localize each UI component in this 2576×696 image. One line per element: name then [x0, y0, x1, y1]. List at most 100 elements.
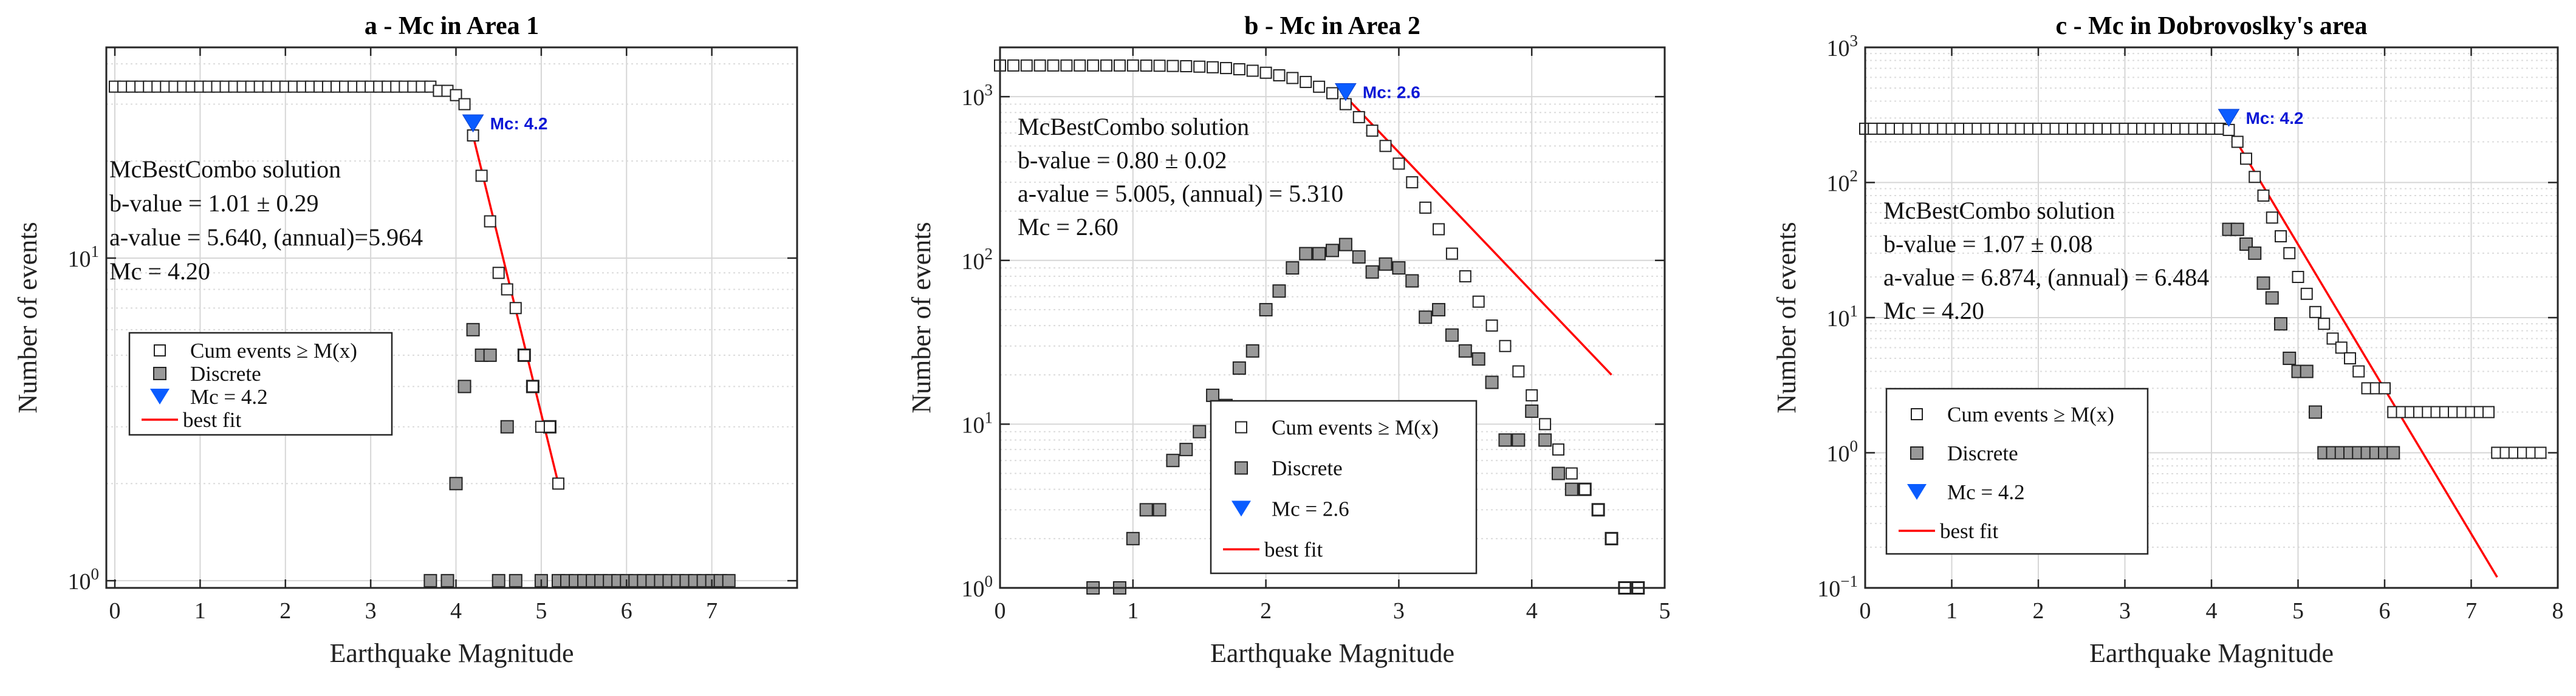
cumulative-point	[1126, 59, 1139, 72]
discrete-point	[1525, 404, 1539, 418]
cumulative-point	[501, 283, 513, 296]
discrete-point	[2256, 276, 2270, 290]
x-tick-label: 3	[1393, 598, 1405, 624]
discrete-point	[722, 574, 736, 588]
y-axis-label: Number of events	[13, 222, 43, 413]
y-tick-exponent: 1	[985, 408, 993, 426]
y-tick-base: 10	[1827, 306, 1850, 332]
discrete-point	[1272, 284, 1286, 298]
cumulative-point	[509, 302, 522, 315]
y-tick-label: 101	[1827, 302, 1858, 332]
cumulative-point	[1565, 467, 1578, 480]
discrete-point	[457, 380, 471, 394]
x-tick-label: 4	[1526, 598, 1538, 624]
discrete-point	[1259, 302, 1273, 316]
y-axis-label: Number of events	[906, 222, 936, 413]
cumulative-point	[1047, 59, 1060, 72]
x-tick-label: 6	[2379, 598, 2391, 624]
mc-marker	[1334, 83, 1357, 101]
discrete-point	[1286, 261, 1300, 275]
best-fit-line	[2227, 128, 2498, 578]
y-tick-exponent: −1	[1840, 572, 1858, 590]
cumulative-point	[1499, 339, 1512, 352]
cumulative-point	[475, 169, 488, 182]
cumulative-point	[1485, 319, 1498, 332]
x-axis-label: Earthquake Magnitude	[330, 638, 574, 668]
cumulative-point	[1140, 59, 1153, 72]
legend-mc-swatch	[1231, 500, 1251, 517]
cumulative-point	[1273, 69, 1286, 82]
cumulative-point	[1193, 60, 1206, 73]
annotation-line: a-value = 6.874, (annual) = 6.484	[1883, 264, 2209, 291]
discrete-point	[1179, 443, 1193, 457]
y-tick-base: 10	[962, 412, 985, 438]
cumulative-point	[1246, 64, 1259, 77]
discrete-point	[2230, 222, 2244, 236]
cumulative-point	[1539, 418, 1552, 431]
x-tick-label: 8	[2552, 598, 2564, 624]
cumulative-point	[1259, 66, 1272, 79]
y-tick-label: 102	[962, 245, 993, 275]
cumulative-point	[526, 380, 539, 393]
cumulative-point	[1166, 60, 1179, 72]
discrete-point	[423, 574, 437, 588]
x-tick-label: 4	[2206, 598, 2218, 624]
cumulative-point	[1392, 157, 1405, 170]
y-tick-base: 10	[1817, 576, 1840, 602]
x-axis-label: Earthquake Magnitude	[1210, 638, 1454, 668]
y-tick-label: 103	[962, 81, 993, 111]
cumulative-point	[2249, 171, 2261, 183]
discrete-point	[1206, 388, 1220, 402]
x-tick-label: 2	[1260, 598, 1272, 624]
cumulative-point	[1233, 63, 1245, 76]
discrete-point	[1312, 247, 1326, 261]
cumulative-point	[1207, 61, 1219, 73]
cumulative-point	[2309, 305, 2321, 318]
x-tick-label: 0	[995, 598, 1006, 624]
legend-cum-swatch	[1911, 408, 1923, 420]
x-axis-label: Earthquake Magnitude	[2089, 638, 2334, 668]
y-tick-base: 10	[962, 85, 985, 111]
x-tick-label: 2	[279, 598, 291, 624]
legend-box	[1210, 400, 1478, 575]
cumulative-point	[1605, 532, 1618, 545]
legend-mc-swatch	[150, 389, 170, 404]
legend-cum-swatch	[154, 344, 166, 357]
discrete-point	[1352, 250, 1366, 264]
annotation-line: Mc = 4.20	[109, 258, 210, 285]
y-tick-label: 101	[962, 408, 993, 438]
cumulative-point	[2300, 287, 2313, 300]
cumulative-point	[1578, 483, 1591, 496]
legend-box	[128, 332, 393, 436]
discrete-point	[483, 348, 497, 362]
legend: Cum events ≥ M(x) Discrete Mc = 2.6 best fi…	[1210, 400, 1478, 575]
discrete-point	[1498, 433, 1512, 447]
mc-marker	[462, 114, 484, 132]
y-tick-label: 100	[68, 565, 100, 595]
cumulative-point	[1074, 59, 1086, 72]
cumulative-point	[1419, 201, 1432, 214]
discrete-point	[2386, 446, 2400, 460]
cumulative-point	[1552, 443, 1564, 456]
legend-label: best fit	[1264, 538, 1323, 562]
mc-marker	[2218, 109, 2240, 127]
cumulative-point	[1219, 62, 1232, 75]
chart-title: c - Mc in Dobrovoslky's area	[2056, 12, 2368, 40]
cumulative-point	[1526, 389, 1538, 401]
annotation-line: b-value = 1.07 ± 0.08	[1883, 230, 2092, 258]
discrete-point	[2309, 405, 2322, 419]
x-tick-label: 6	[621, 598, 632, 624]
discrete-point	[466, 322, 480, 336]
annotation-line: Mc = 2.60	[1018, 213, 1118, 241]
cumulative-point	[543, 420, 556, 433]
discrete-point	[1232, 361, 1246, 375]
discrete-point	[2300, 364, 2314, 378]
cumulative-point	[2231, 135, 2244, 148]
annotation-line: McBestCombo solution	[109, 155, 341, 183]
y-tick-base: 10	[1827, 442, 1850, 467]
cumulative-point	[1366, 125, 1379, 137]
cumulative-point	[2257, 189, 2270, 202]
cumulative-point	[2482, 406, 2495, 418]
cumulative-point	[450, 89, 462, 101]
